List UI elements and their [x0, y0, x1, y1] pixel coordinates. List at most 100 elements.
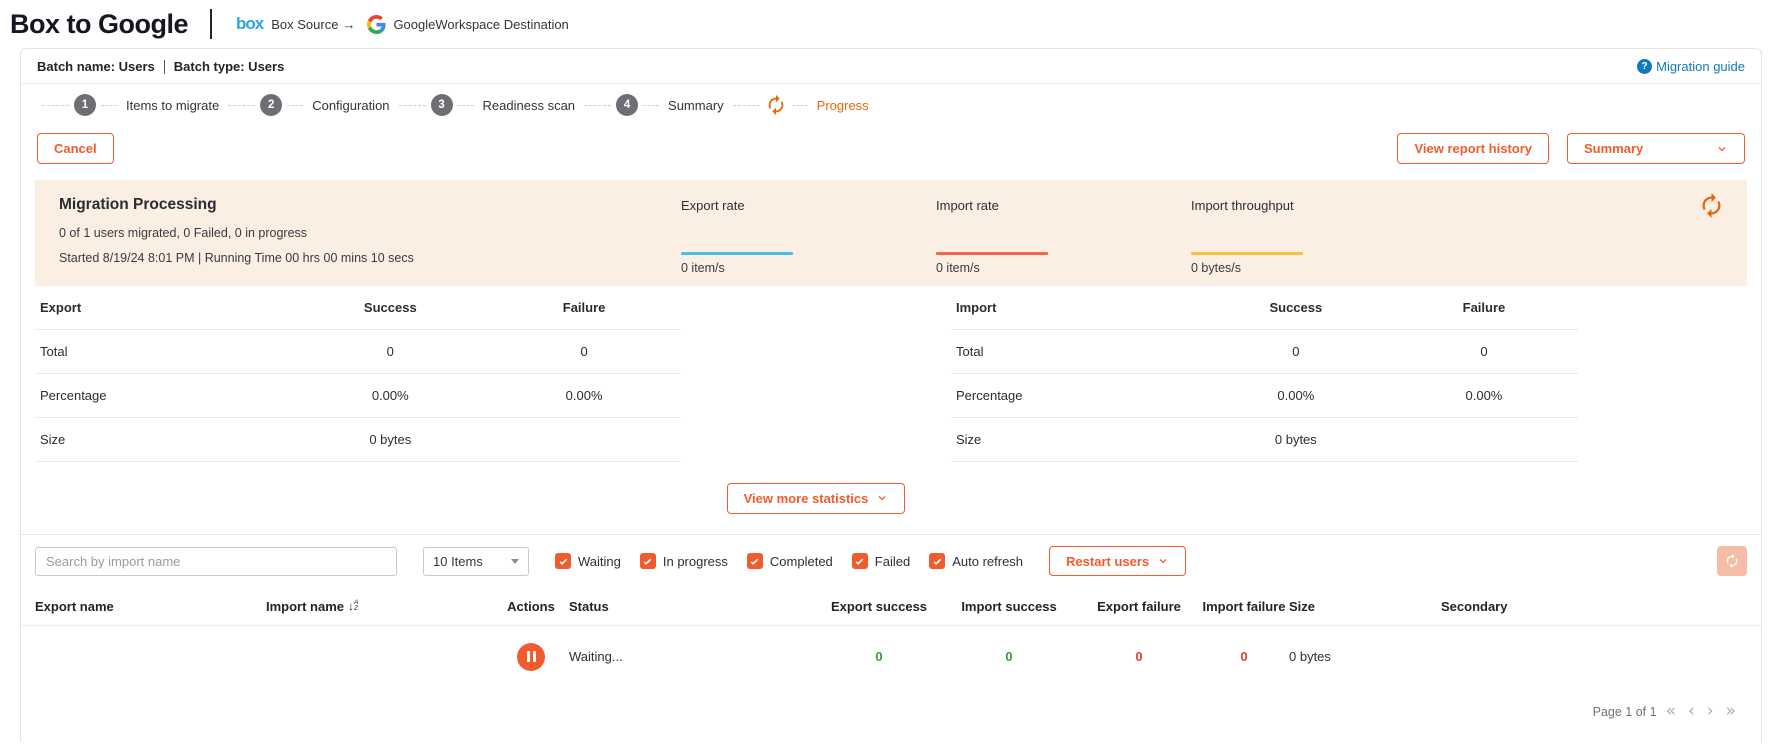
step-1-label: Items to migrate — [126, 97, 220, 113]
stats-section: Export Success Failure Total 0 0 Percent… — [21, 286, 1761, 462]
import-stats-table: Import Success Failure Total 0 0 Percent… — [951, 286, 1578, 462]
first-page-icon[interactable]: « — [1665, 701, 1676, 721]
last-page-icon[interactable]: » — [1725, 701, 1736, 721]
filter-row: 10 Items Waiting In progress Completed F… — [21, 535, 1761, 587]
migration-processing-panel: Migration Processing 0 of 1 users migrat… — [35, 180, 1747, 286]
col-export-success: Export success — [830, 598, 928, 614]
checkbox-checked-icon — [851, 553, 868, 569]
checkbox-failed[interactable]: Failed — [851, 553, 911, 569]
app-header: Box to Google box Box Source → GoogleWor… — [0, 0, 1782, 48]
step-4-circle: 4 — [616, 94, 639, 116]
stepper-dash — [287, 104, 304, 106]
view-report-history-button[interactable]: View report history — [1397, 133, 1549, 164]
chevron-down-icon — [876, 492, 888, 504]
export-stats-table: Export Success Failure Total 0 0 Percent… — [35, 286, 681, 462]
checkbox-completed[interactable]: Completed — [746, 553, 833, 569]
table-row: Total 0 0 — [951, 330, 1578, 374]
checkbox-waiting-label: Waiting — [578, 553, 621, 569]
step-3-circle: 3 — [430, 94, 453, 116]
row-label: Total — [40, 344, 68, 359]
checkbox-checked-icon — [555, 553, 571, 569]
checkbox-auto-refresh[interactable]: Auto refresh — [929, 553, 1023, 569]
import-success-header: Success — [1269, 300, 1323, 315]
table-row: Size 0 bytes — [951, 418, 1578, 462]
step-3-label: Readiness scan — [482, 97, 576, 113]
stats-gap — [681, 286, 951, 462]
step-2-label: Configuration — [312, 97, 390, 113]
panel-refresh-icon[interactable] — [1698, 192, 1725, 219]
export-rate-value: 0 item/s — [681, 261, 725, 275]
row-size: 0 bytes — [1289, 649, 1331, 664]
checkbox-waiting[interactable]: Waiting — [555, 553, 621, 569]
row-success: 0.00% — [371, 388, 409, 403]
stepper-dash — [584, 104, 612, 106]
row-export-success: 0 — [875, 649, 883, 664]
chevron-down-icon — [511, 558, 519, 564]
row-import-failure: 0 — [1240, 649, 1248, 664]
import-rate-block: Import rate 0 item/s — [936, 196, 1191, 275]
export-rate-label: Export rate — [681, 198, 745, 213]
export-rate-block: Export rate 0 item/s — [681, 196, 936, 275]
cancel-button[interactable]: Cancel — [37, 133, 114, 164]
summary-dropdown-button[interactable]: Summary — [1567, 133, 1745, 164]
source-label: Box Source — [271, 16, 339, 32]
step-1-circle: 1 — [74, 94, 96, 116]
import-rate-bar — [936, 252, 1048, 255]
checkbox-failed-label: Failed — [874, 553, 911, 569]
row-label: Size — [956, 432, 982, 447]
row-success: 0 bytes — [1274, 432, 1317, 447]
table-row: Percentage 0.00% 0.00% — [951, 374, 1578, 418]
page-size-value: 10 Items — [433, 553, 483, 569]
import-throughput-bar — [1191, 252, 1303, 255]
row-success: 0 — [386, 344, 394, 359]
table-refresh-button[interactable] — [1717, 546, 1747, 576]
title-divider — [210, 9, 212, 39]
row-label: Percentage — [956, 388, 1023, 403]
checkbox-auto-refresh-label: Auto refresh — [952, 553, 1024, 569]
row-failure: 0.00% — [1465, 388, 1503, 403]
table-row: Size 0 bytes — [35, 418, 681, 462]
stepper-dash — [228, 104, 256, 106]
checkbox-checked-icon — [929, 553, 946, 569]
stepper-dash — [732, 104, 760, 106]
view-more-statistics-button[interactable]: View more statistics — [726, 482, 906, 514]
stepper-dash — [398, 104, 426, 106]
checkbox-checked-icon — [639, 553, 656, 569]
import-throughput-label: Import throughput — [1191, 198, 1294, 213]
batch-info-row: Batch name: Users Batch type: Users ? Mi… — [21, 49, 1761, 84]
search-input[interactable] — [35, 546, 397, 576]
restart-users-button[interactable]: Restart users — [1049, 546, 1187, 576]
stepper-dash — [101, 104, 117, 106]
page-size-select[interactable]: 10 Items — [423, 546, 529, 576]
row-status: Waiting... — [569, 649, 623, 664]
chevron-down-icon — [1716, 143, 1728, 155]
progress-refresh-icon — [765, 94, 787, 116]
help-icon: ? — [1637, 59, 1653, 74]
processing-started-line: Started 8/19/24 8:01 PM | Running Time 0… — [59, 251, 414, 265]
col-secondary: Secondary — [1441, 598, 1508, 614]
col-import-success: Import success — [961, 598, 1057, 614]
table-row: Percentage 0.00% 0.00% — [35, 374, 681, 418]
import-stats-title: Import — [956, 300, 997, 315]
prev-page-icon[interactable]: ‹ — [1687, 701, 1695, 721]
checkbox-completed-label: Completed — [769, 553, 833, 569]
destination-label: GoogleWorkspace Destination — [393, 16, 569, 32]
pause-button[interactable] — [517, 642, 545, 671]
export-rate-bar — [681, 252, 793, 255]
col-export-failure: Export failure — [1097, 598, 1181, 614]
col-size: Size — [1289, 598, 1316, 614]
refresh-icon — [1726, 553, 1738, 569]
processing-summary-line: 0 of 1 users migrated, 0 Failed, 0 in pr… — [59, 226, 308, 240]
col-import-failure: Import failure — [1202, 598, 1286, 614]
progress-step-label: Progress — [816, 97, 869, 113]
row-import-success: 0 — [1005, 649, 1013, 664]
checkbox-in-progress[interactable]: In progress — [639, 553, 728, 569]
col-export-name: Export name — [35, 598, 114, 614]
col-status: Status — [569, 598, 609, 614]
export-failure-header: Failure — [562, 300, 606, 315]
migration-guide-link[interactable]: ? Migration guide — [1637, 59, 1745, 74]
section-divider — [21, 534, 1761, 535]
next-page-icon[interactable]: › — [1706, 701, 1714, 721]
